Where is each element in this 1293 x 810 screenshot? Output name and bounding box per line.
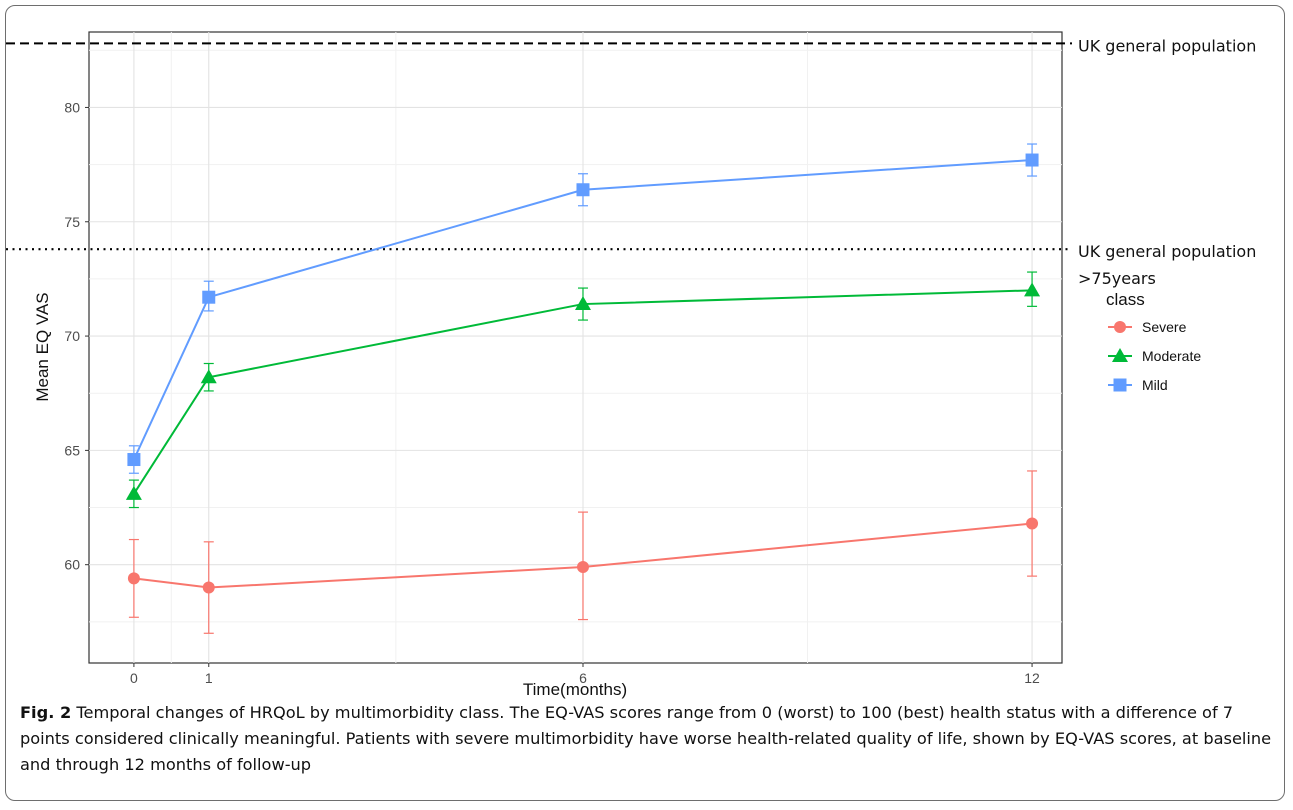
data-point	[200, 369, 217, 384]
legend-key-marker	[1113, 378, 1127, 392]
data-point	[1025, 153, 1039, 167]
x-tick-label: 1	[205, 670, 213, 686]
reference-lines	[6, 42, 1072, 251]
data-point	[1024, 282, 1041, 297]
caption-text: Temporal changes of HRQoL by multimorbid…	[20, 703, 1272, 774]
data-point	[202, 581, 215, 594]
x-axis-title: Time(months)	[523, 680, 627, 699]
x-tick-label: 12	[1024, 670, 1040, 686]
series-layer	[125, 143, 1041, 634]
reference-labels: UK general population UK general populati…	[1078, 36, 1256, 288]
y-tick-label: 65	[64, 442, 80, 458]
caption-label: Fig. 2	[20, 703, 72, 722]
data-point	[127, 572, 140, 585]
x-tick-label: 0	[130, 670, 138, 686]
data-point	[1026, 517, 1039, 530]
legend-label: Moderate	[1142, 348, 1201, 364]
y-tick-label: 60	[64, 557, 80, 573]
legend-key-marker	[1114, 321, 1126, 333]
y-axis: 60 65 70 75 80	[64, 99, 89, 573]
x-tick-label: 6	[579, 670, 587, 686]
data-point	[576, 183, 590, 197]
y-tick-label: 80	[64, 99, 80, 115]
legend-title: class	[1106, 290, 1145, 309]
legend: class Severe Moderate Mild	[1106, 290, 1201, 393]
data-point	[202, 290, 216, 304]
legend-label: Severe	[1142, 319, 1187, 335]
series-severe	[127, 470, 1039, 634]
data-point	[127, 453, 141, 467]
legend-label: Mild	[1142, 377, 1168, 393]
x-axis: 0 1 6 12	[130, 663, 1040, 686]
grid-minor	[89, 32, 1062, 663]
series-mild	[127, 143, 1039, 474]
plot-panel	[88, 31, 1063, 664]
data-point	[576, 560, 589, 573]
reference-label-dotted: UK general population	[1078, 242, 1256, 261]
data-point	[125, 485, 142, 500]
reference-label-dashed: UK general population	[1078, 36, 1256, 55]
reference-label-dotted: >75years	[1078, 269, 1156, 288]
y-tick-label: 70	[64, 328, 80, 344]
series-moderate	[125, 271, 1041, 509]
chart: 60 65 70 75 80 0 1 6 12 Mean EQ VAS Time(months…	[6, 31, 1256, 699]
series-line	[133, 289, 1033, 495]
legend-key-marker	[1112, 348, 1128, 362]
figure-caption: Fig. 2 Temporal changes of HRQoL by mult…	[20, 700, 1275, 778]
series-line	[132, 159, 1033, 460]
series-line	[133, 522, 1033, 589]
y-axis-title: Mean EQ VAS	[33, 292, 52, 401]
data-point	[574, 296, 591, 311]
y-tick-label: 75	[64, 214, 80, 230]
